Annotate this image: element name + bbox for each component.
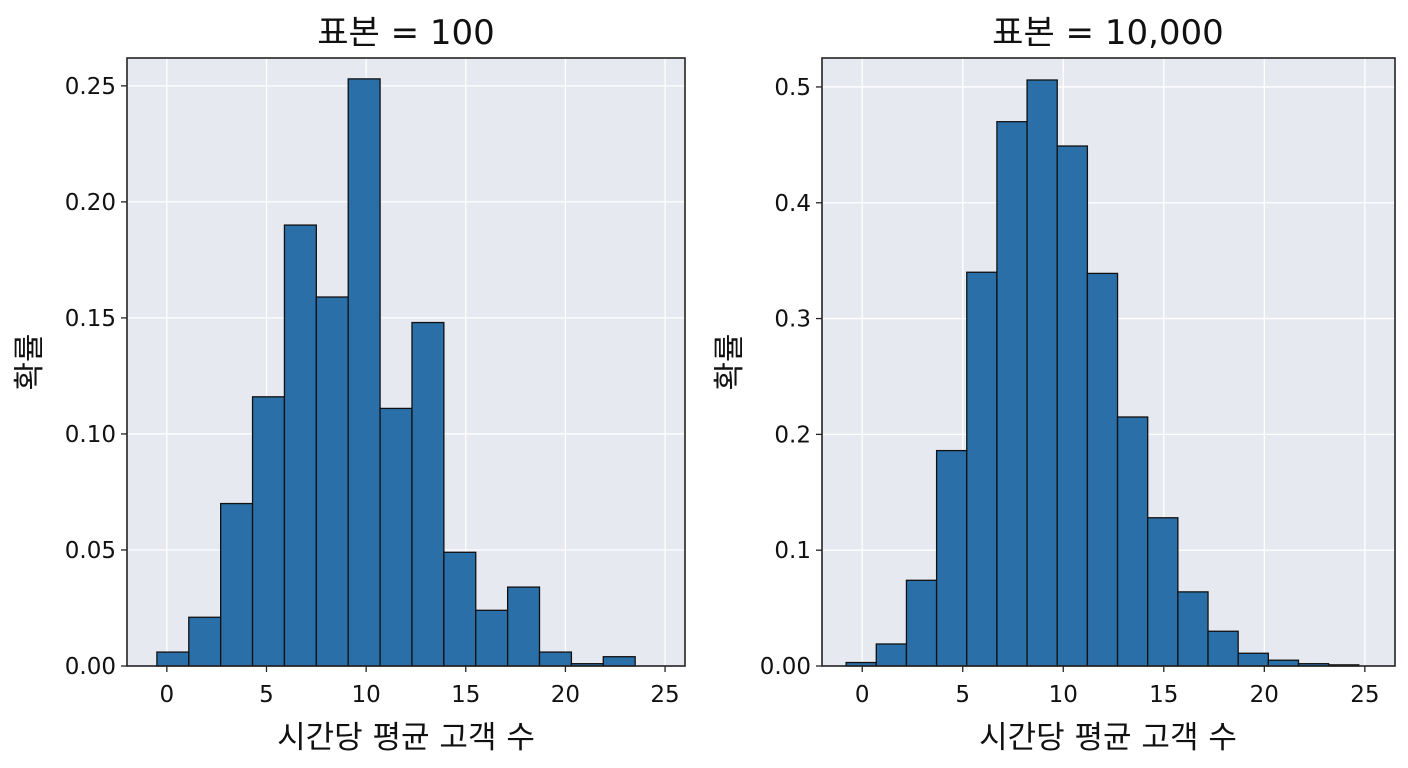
x-tick-label: 0 — [855, 682, 870, 708]
plot-frame — [821, 57, 1396, 667]
x-tick-label: 20 — [1250, 682, 1279, 708]
y-tick-label: 0.3 — [774, 307, 811, 333]
y-tick-label: 0.1 — [774, 538, 811, 564]
histogram-bar — [1237, 652, 1269, 667]
plot-frame — [126, 57, 686, 667]
chart-title: 표본 = 100 — [317, 13, 495, 53]
histogram-bar — [935, 449, 968, 667]
histogram-bar — [188, 616, 222, 667]
y-tick-label: 0.00 — [760, 654, 811, 680]
y-tick-label: 0.00 — [65, 654, 116, 680]
histogram-bar — [220, 502, 254, 667]
y-tick-label: 0.15 — [65, 306, 116, 332]
histogram-bar — [1086, 272, 1119, 667]
histogram-bar — [506, 586, 541, 667]
histogram-bar — [996, 121, 1028, 667]
histogram-panel-sample-10000: 표본 = 10,000 0 5 10 15 20 25 0.00 0.1 0.2 0.3 0.4 0.… — [712, 13, 1396, 756]
histogram-bar — [443, 551, 477, 667]
histogram-bar — [1056, 145, 1089, 667]
histogram-bar — [1207, 630, 1239, 667]
histogram-bar — [1177, 591, 1209, 667]
histogram-bar — [1267, 659, 1300, 667]
y-tick-label: 0.20 — [65, 190, 116, 216]
histogram-bar — [538, 651, 573, 667]
histogram-bar — [283, 224, 317, 667]
x-tick-label: 5 — [259, 682, 274, 708]
x-tick-label: 0 — [160, 682, 175, 708]
histogram-bar — [905, 579, 938, 667]
histogram-bar — [875, 643, 908, 667]
x-axis-label: 시간당 평균 고객 수 — [277, 720, 535, 756]
x-tick-label: 15 — [1149, 682, 1178, 708]
y-axis-label: 확률 — [12, 333, 48, 390]
histogram-bar — [1026, 79, 1058, 667]
x-tick-label: 25 — [1350, 682, 1379, 708]
y-tick-label: 0.4 — [774, 191, 811, 217]
histogram-bar — [602, 656, 636, 667]
histogram-bar — [411, 321, 445, 667]
x-tick-label: 20 — [551, 682, 580, 708]
histogram-bar — [475, 609, 509, 667]
histogram-bar — [156, 651, 190, 667]
histogram-bar — [1116, 416, 1149, 667]
histogram-bar — [1147, 517, 1179, 667]
histogram-panel-sample-100: 표본 = 100 0 5 10 15 20 25 0.00 0.05 0.10 0.15 0.20 0… — [12, 13, 686, 756]
y-axis-label: 확률 — [712, 333, 748, 390]
x-tick-label: 5 — [955, 682, 970, 708]
y-tick-label: 0.05 — [65, 538, 116, 564]
chart-title: 표본 = 10,000 — [992, 13, 1224, 53]
y-tick-label: 0.2 — [774, 422, 811, 448]
x-axis-label: 시간당 평균 고객 수 — [979, 720, 1237, 756]
y-tick-label: 0.25 — [65, 74, 116, 100]
x-tick-label: 10 — [1049, 682, 1078, 708]
y-tick-label: 0.10 — [65, 422, 116, 448]
x-tick-label: 10 — [352, 682, 381, 708]
x-tick-label: 15 — [451, 682, 480, 708]
histogram-bar — [251, 396, 286, 667]
histogram-bar — [966, 271, 998, 667]
histogram-bar — [315, 296, 349, 667]
y-tick-label: 0.5 — [774, 75, 811, 101]
histogram-bar — [347, 78, 381, 667]
x-tick-label: 25 — [650, 682, 679, 708]
histogram-bar — [379, 407, 413, 667]
